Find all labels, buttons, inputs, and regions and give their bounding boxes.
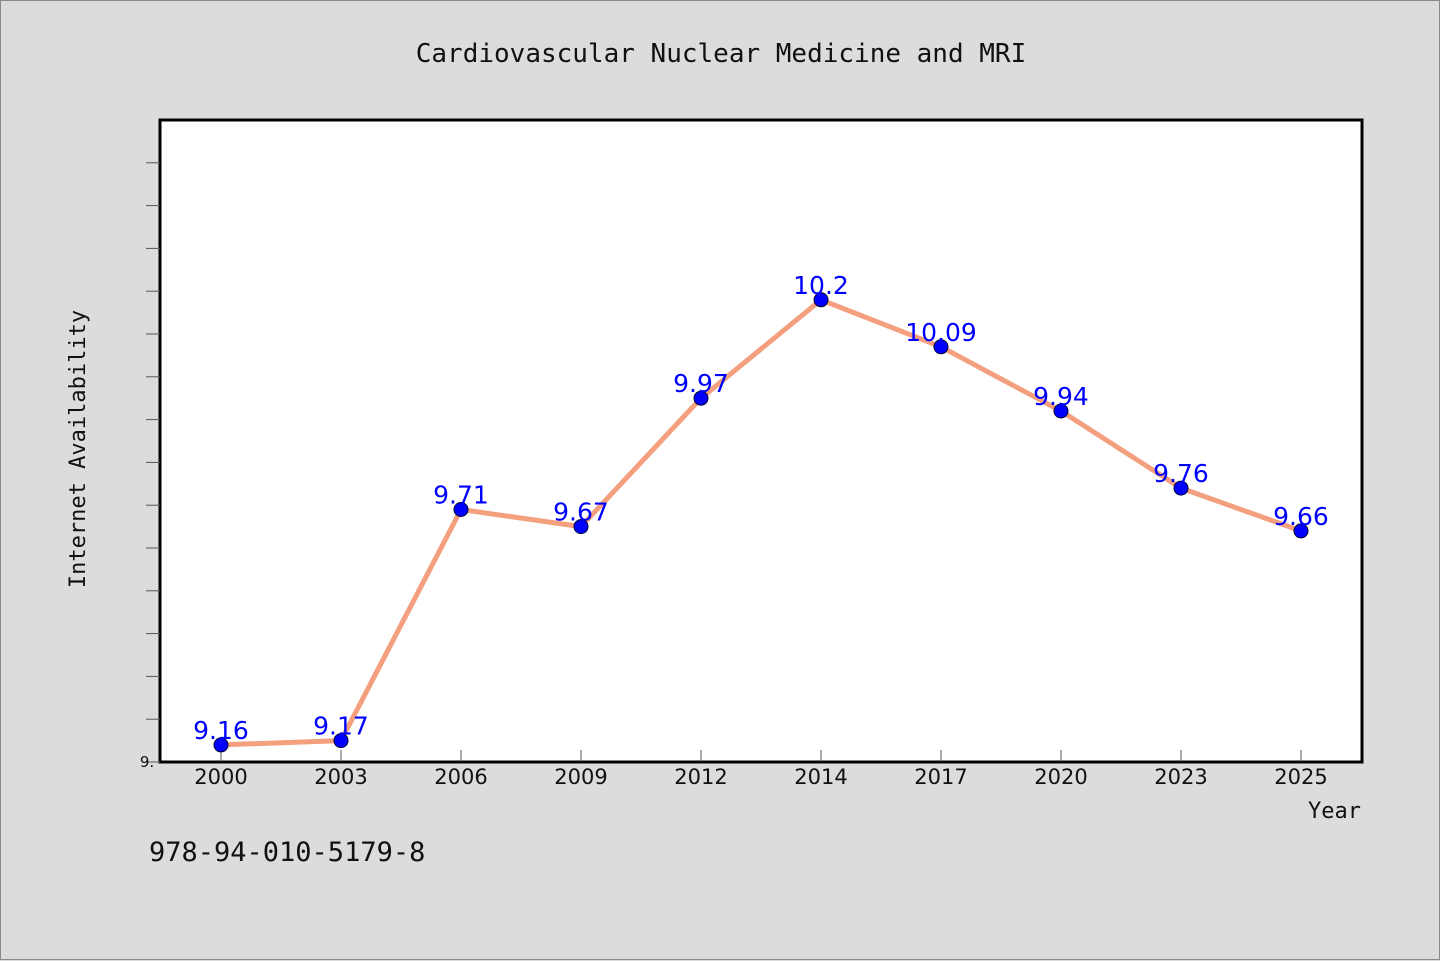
x-tick-label: 2000 [194,765,247,789]
data-labels: 9.16 9.17 9.71 9.67 9.97 10.2 10.09 9.94 9.76 9.6… [193,271,1329,745]
data-point [1173,480,1189,496]
data-label: 9.71 [433,481,489,510]
data-markers [213,292,1309,753]
x-tick-label: 2014 [794,765,847,789]
y-axis-ticks [146,162,160,763]
x-tick-label: 2006 [434,765,487,789]
data-label: 9.16 [193,716,249,745]
data-point [573,519,589,535]
data-label: 9.76 [1153,459,1209,488]
isbn-code: 978-94-010-5179-8 [149,837,426,868]
data-point [813,292,829,308]
data-label: 9.97 [673,369,729,398]
data-point [693,390,709,406]
x-axis-label: Year [1308,799,1361,824]
data-label: 10.2 [793,271,849,300]
data-label: 9.17 [313,712,369,741]
x-tick-label: 2009 [554,765,607,789]
x-tick-label: 2020 [1034,765,1087,789]
data-point [333,733,349,749]
data-label: 10.09 [905,318,977,347]
x-tick-label: 2025 [1274,765,1327,789]
chart-title: Cardiovascular Nuclear Medicine and MRI [416,39,1026,69]
x-tick-label: 2003 [314,765,367,789]
data-label: 9.94 [1033,382,1089,411]
plot-area [158,118,1364,764]
y-tick-label: 9. [140,753,154,771]
data-point [933,339,949,355]
data-label: 9.67 [553,498,609,527]
data-point [1053,403,1069,419]
series-line [218,297,1304,748]
x-tick-label: 2017 [914,765,967,789]
data-label: 9.66 [1273,502,1329,531]
x-tick-label: 2023 [1154,765,1207,789]
data-point [453,502,469,517]
data-point [1293,523,1309,539]
x-tick-label: 2012 [674,765,727,789]
data-point [213,737,229,753]
y-axis-label: Internet Availability [66,310,91,588]
x-axis-ticks: 2000 2003 2006 2009 2012 2014 2017 2020 2023 2025 [194,750,1328,789]
